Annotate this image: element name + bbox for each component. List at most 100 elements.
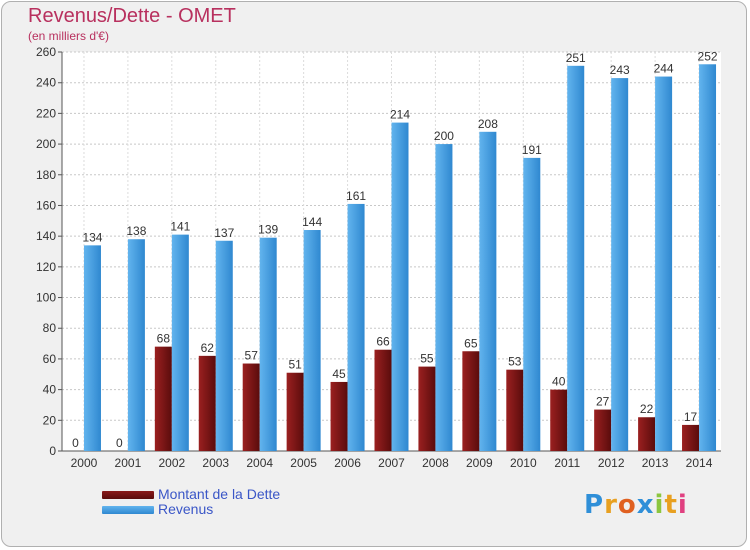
x-tick-label: 2003	[202, 456, 229, 470]
bar-dette-2009	[462, 351, 480, 451]
data-label-revenus-2010: 191	[522, 143, 542, 157]
bar-revenus-2007	[391, 122, 409, 451]
bar-dette-2002	[154, 346, 172, 451]
logo-letter: r	[604, 490, 618, 520]
bar-revenus-2013	[655, 76, 673, 452]
y-tick-label: 220	[36, 106, 56, 120]
bar-dette-2013	[638, 417, 656, 451]
bar-dette-2005	[286, 372, 304, 451]
y-tick-label: 160	[36, 198, 56, 212]
y-tick-label: 120	[36, 260, 56, 274]
bar-dette-2010	[506, 369, 524, 451]
logo-letter: x	[636, 490, 655, 520]
data-label-dette-2014: 17	[684, 410, 698, 424]
proxiti-logo: Proxiti	[584, 490, 688, 520]
legend-swatch-revenus	[102, 506, 154, 514]
data-label-dette-2001: 0	[116, 436, 123, 450]
x-tick-label: 2005	[290, 456, 317, 470]
x-tick-label: 2004	[246, 456, 273, 470]
bar-revenus-2001	[127, 239, 145, 451]
bar-revenus-2000	[83, 245, 101, 451]
data-label-revenus-2011: 251	[566, 51, 586, 65]
x-tick-label: 2009	[466, 456, 493, 470]
data-label-dette-2009: 65	[464, 336, 478, 350]
bar-dette-2008	[418, 366, 436, 451]
bar-revenus-2004	[259, 237, 277, 451]
y-tick-label: 260	[36, 45, 56, 59]
bar-revenus-2009	[479, 131, 497, 452]
chart-subtitle: (en milliers d'€)	[28, 29, 109, 43]
data-label-revenus-2004: 139	[258, 223, 278, 237]
bar-dette-2012	[594, 409, 612, 451]
data-label-revenus-2006: 161	[346, 189, 366, 203]
x-tick-label: 2008	[422, 456, 449, 470]
x-tick-label: 2000	[71, 456, 98, 470]
bar-dette-2006	[330, 381, 348, 451]
bar-dette-2004	[242, 363, 260, 451]
x-tick-label: 2011	[554, 456, 580, 470]
y-tick-label: 40	[43, 383, 57, 397]
bar-revenus-2002	[171, 234, 189, 451]
data-label-dette-2008: 55	[420, 352, 434, 366]
x-tick-label: 2012	[598, 456, 625, 470]
x-tick-label: 2014	[686, 456, 713, 470]
legend-label-dette: Montant de la Dette	[158, 486, 281, 502]
bar-revenus-2006	[347, 203, 365, 451]
bar-revenus-2011	[567, 65, 585, 452]
data-label-revenus-2002: 141	[170, 220, 190, 234]
x-tick-label: 2001	[115, 456, 142, 470]
logo-letter: P	[584, 490, 605, 520]
data-label-revenus-2003: 137	[214, 226, 234, 240]
bar-revenus-2012	[611, 78, 629, 451]
data-label-dette-2007: 66	[376, 335, 390, 349]
data-label-revenus-2008: 200	[434, 129, 454, 143]
logo-letter: i	[654, 490, 665, 520]
data-label-revenus-2005: 144	[302, 215, 322, 229]
bar-revenus-2010	[523, 157, 541, 451]
data-label-dette-2006: 45	[332, 367, 346, 381]
y-tick-label: 80	[43, 321, 57, 335]
data-label-revenus-2012: 243	[610, 63, 630, 77]
data-label-dette-2005: 51	[288, 358, 302, 372]
x-tick-label: 2010	[510, 456, 537, 470]
y-tick-label: 20	[43, 413, 57, 427]
y-tick-label: 60	[43, 352, 57, 366]
data-label-dette-2010: 53	[508, 355, 522, 369]
data-label-dette-2011: 40	[552, 375, 566, 389]
y-tick-label: 100	[36, 291, 56, 305]
logo-letter: i	[677, 490, 688, 520]
x-tick-label: 2013	[642, 456, 669, 470]
data-label-dette-2013: 22	[640, 402, 654, 416]
y-tick-label: 140	[36, 229, 56, 243]
logo-letter: t	[664, 490, 678, 520]
data-label-dette-2002: 68	[157, 332, 171, 346]
bar-revenus-2003	[215, 240, 233, 451]
data-label-dette-2004: 57	[245, 349, 259, 363]
chart-title: Revenus/Dette - OMET	[28, 5, 236, 27]
bar-revenus-2005	[303, 230, 321, 451]
data-label-dette-2003: 62	[201, 341, 215, 355]
data-label-revenus-2001: 138	[126, 224, 146, 238]
x-tick-label: 2007	[378, 456, 405, 470]
bar-revenus-2008	[435, 144, 453, 452]
x-tick-label: 2002	[158, 456, 185, 470]
bar-dette-2014	[682, 424, 700, 451]
y-tick-label: 0	[49, 444, 56, 458]
legend-label-revenus: Revenus	[158, 501, 214, 517]
bar-dette-2003	[198, 355, 216, 451]
data-label-revenus-2014: 252	[698, 49, 718, 63]
y-tick-label: 200	[36, 137, 56, 151]
x-tick-label: 2006	[334, 456, 361, 470]
bar-dette-2011	[550, 389, 568, 451]
data-label-revenus-2007: 214	[390, 108, 410, 122]
bar-revenus-2014	[699, 64, 717, 452]
logo-letter: o	[617, 490, 637, 520]
bar-dette-2007	[374, 349, 392, 451]
data-label-dette-2000: 0	[72, 436, 79, 450]
data-label-dette-2012: 27	[596, 395, 610, 409]
data-label-revenus-2009: 208	[478, 117, 498, 131]
data-label-revenus-2013: 244	[654, 62, 674, 76]
legend-swatch-dette	[102, 491, 154, 499]
